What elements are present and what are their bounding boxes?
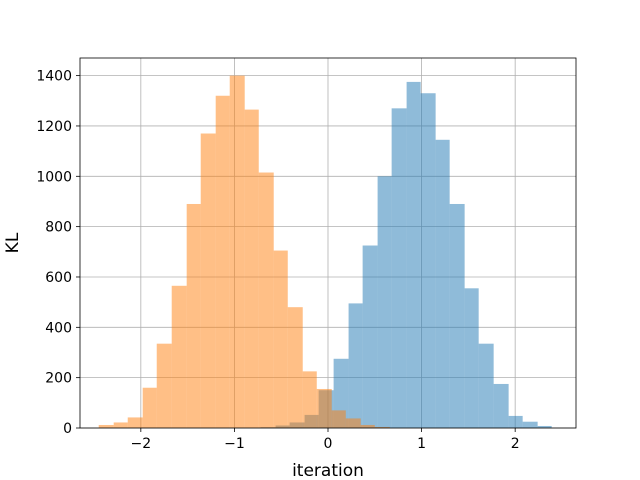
y-tick-label: 1400	[36, 69, 72, 85]
histogram-bar	[98, 424, 114, 428]
histogram-bar	[171, 285, 187, 428]
histogram-series-2	[98, 75, 390, 429]
histogram-bar	[127, 417, 143, 428]
histogram-bar	[345, 418, 361, 428]
histogram-bar	[302, 371, 317, 428]
y-tick-label: 0	[63, 421, 72, 437]
histogram-bar	[156, 343, 172, 428]
histogram-bar	[508, 415, 523, 428]
y-tick-label: 1200	[36, 119, 72, 135]
histogram-bar	[331, 410, 346, 428]
y-tick-label: 1000	[36, 169, 72, 185]
y-axis-ticks: 0 200 400 600 800 1000 1200 1400	[36, 69, 80, 437]
histogram-bar	[316, 388, 332, 428]
y-tick-label: 400	[45, 320, 72, 336]
x-tick-label: −1	[224, 436, 245, 452]
histogram-bar	[391, 108, 407, 428]
histogram-bar	[464, 288, 479, 428]
histogram-bar	[200, 133, 216, 429]
histogram-bar	[493, 383, 509, 428]
histogram-bar	[449, 203, 465, 428]
x-axis-label: iteration	[292, 461, 364, 480]
x-tick-label: 0	[324, 436, 333, 452]
histogram-bar	[478, 343, 494, 428]
histogram-bar	[435, 139, 450, 428]
bars	[98, 75, 552, 429]
y-tick-label: 600	[45, 270, 72, 286]
histogram-bar	[360, 424, 375, 428]
histogram-bar	[229, 75, 245, 428]
histogram-bar	[244, 109, 259, 429]
y-axis-label: KL	[3, 232, 23, 253]
histogram-bar	[537, 425, 552, 428]
x-tick-label: 1	[417, 436, 426, 452]
histogram-bar	[406, 81, 421, 429]
histogram-bar	[522, 421, 538, 428]
histogram-bar	[374, 426, 390, 428]
histogram-bar	[113, 422, 128, 428]
x-tick-label: −2	[131, 436, 152, 452]
histogram-bar	[362, 245, 378, 428]
histogram-bar	[142, 387, 157, 428]
x-axis-ticks: −2 −1 0 1 2	[131, 428, 520, 452]
histogram-bar	[348, 303, 363, 428]
y-tick-label: 800	[45, 220, 72, 236]
histogram-bar	[377, 176, 392, 428]
histogram-bar	[215, 95, 230, 429]
histogram-bar	[273, 250, 288, 428]
histogram-bar	[258, 172, 274, 428]
histogram-bar	[287, 307, 303, 428]
y-tick-label: 200	[45, 371, 72, 387]
histogram-bar	[186, 203, 201, 428]
histogram-bar	[420, 93, 436, 428]
x-tick-label: 2	[511, 436, 520, 452]
